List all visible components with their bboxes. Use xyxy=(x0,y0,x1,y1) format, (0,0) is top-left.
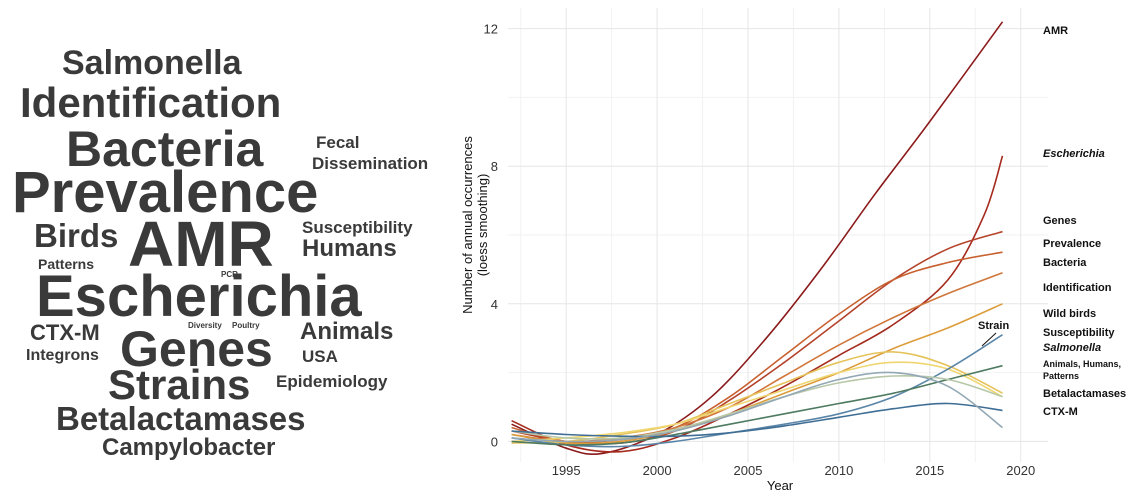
word-betalactamases: Betalactamases xyxy=(56,400,306,437)
series-labels: AMR Escherichia Genes Prevalence Bacteria Ide… xyxy=(978,25,1126,418)
y-axis-title: Number of annual occurrences(loess smoot… xyxy=(460,136,490,314)
word-genes: Genes xyxy=(120,321,273,377)
series-label-susceptibility: Susceptibility xyxy=(1043,327,1115,339)
series-label-ctx-m: CTX-M xyxy=(1043,406,1078,418)
word-humans: Humans xyxy=(302,235,397,262)
series-label-amr: AMR xyxy=(1043,25,1068,37)
word-susceptibility: Susceptibility xyxy=(302,218,413,237)
trend-chart: AMR Escherichia Genes Prevalence Bacteria Ide… xyxy=(450,0,1136,491)
y-tick-label: 12 xyxy=(484,22,498,37)
word-amr: AMR xyxy=(128,208,274,280)
series-line-salmonella xyxy=(511,364,1003,446)
series-label-strain: Strain xyxy=(978,320,1009,332)
word-poultry: Poultry xyxy=(232,321,260,330)
x-tick-label: 2005 xyxy=(734,463,763,478)
word-cloud: Salmonella Identification Bacteria Fecal… xyxy=(0,0,450,491)
series-label-wild-birds: Wild birds xyxy=(1043,308,1096,320)
trend-chart-svg: AMR Escherichia Genes Prevalence Bacteria Ide… xyxy=(460,8,1126,491)
y-tick-label: 4 xyxy=(491,297,498,312)
series-label-prevalence: Prevalence xyxy=(1043,238,1101,250)
series-label-genes: Genes xyxy=(1043,215,1077,227)
word-prevalence: Prevalence xyxy=(12,160,319,225)
word-fecal: Fecal xyxy=(316,133,360,152)
word-patterns: Patterns xyxy=(38,256,95,272)
word-integrons: Integrons xyxy=(26,347,99,364)
word-usa: USA xyxy=(302,347,338,366)
series-line-susceptibility xyxy=(511,334,1003,448)
series-line-genes xyxy=(511,230,1003,445)
word-birds: Birds xyxy=(34,217,119,254)
series-line-amr xyxy=(511,21,1004,456)
grid xyxy=(508,8,1048,462)
series-line-prevalence xyxy=(511,251,1003,444)
series-label-betalactamases: Betalactamases xyxy=(1043,388,1126,400)
word-pcr: PCR xyxy=(221,270,238,279)
x-tick-label: 2010 xyxy=(824,463,853,478)
series-label-escherichia: Escherichia xyxy=(1043,148,1105,160)
axis-ticks: 1995 2000 2005 2010 2015 2020 0 4 8 12 xyxy=(484,22,1036,478)
x-tick-label: 1995 xyxy=(552,463,581,478)
y-tick-label: 8 xyxy=(491,159,498,174)
series-line-ctx-m xyxy=(511,371,1003,443)
word-escherichia: Escherichia xyxy=(36,264,362,329)
word-bacteria: Bacteria xyxy=(66,121,264,177)
x-axis-title: Year xyxy=(767,478,794,491)
word-salmonella: Salmonella xyxy=(62,44,242,82)
y-tick-label: 0 xyxy=(491,434,498,449)
x-tick-label: 2020 xyxy=(1006,463,1035,478)
series-label-bacteria: Bacteria xyxy=(1043,257,1087,269)
strain-label-leader xyxy=(981,332,997,347)
series-lines xyxy=(511,21,1004,456)
series-line-betalactamases xyxy=(511,402,1003,438)
word-diversity: Diversity xyxy=(188,321,222,330)
x-tick-label: 2000 xyxy=(643,463,672,478)
series-label-salmonella: Salmonella xyxy=(1043,342,1101,354)
word-identification: Identification xyxy=(20,79,282,126)
word-campylobacter: Campylobacter xyxy=(102,434,276,461)
series-line-identification xyxy=(511,303,1003,445)
word-dissemination: Dissemination xyxy=(312,154,429,173)
word-epidemiology: Epidemiology xyxy=(276,372,388,391)
word-strains: Strains xyxy=(108,361,251,408)
word-animals: Animals xyxy=(300,318,394,345)
series-label-animals-humans-patterns: Animals, Humans, Patterns xyxy=(1043,359,1121,381)
series-label-identification: Identification xyxy=(1043,282,1112,294)
x-tick-label: 2015 xyxy=(915,463,944,478)
word-ctx-m: CTX-M xyxy=(30,320,100,345)
